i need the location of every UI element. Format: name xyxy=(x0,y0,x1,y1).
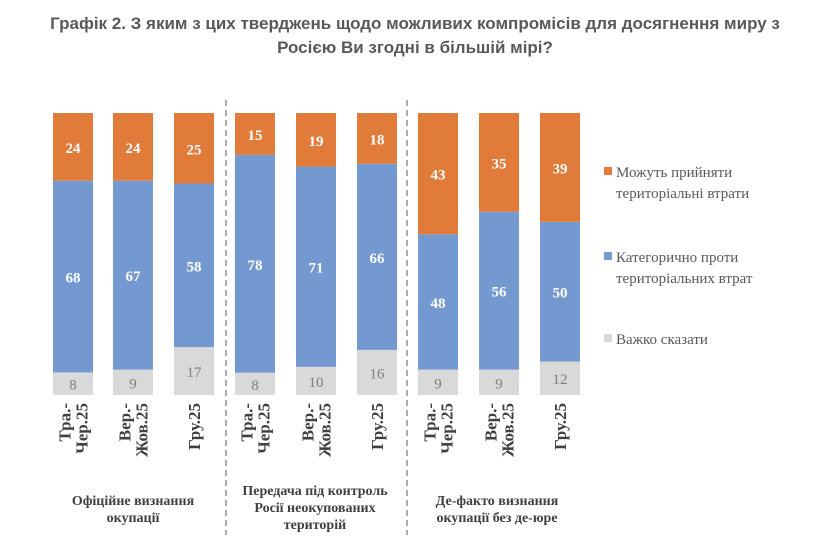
bar-segment xyxy=(418,369,458,395)
bar-segment xyxy=(357,113,397,164)
data-label: 24 xyxy=(66,141,82,157)
group-label: Передача під контроль xyxy=(242,484,388,499)
legend-swatch xyxy=(604,252,612,260)
x-tick-label: Гру.25 xyxy=(551,403,570,450)
data-label: 43 xyxy=(431,168,446,184)
data-label: 35 xyxy=(492,156,507,172)
x-tick-label-line: Чер.25 xyxy=(73,403,92,454)
data-label: 71 xyxy=(309,261,324,277)
data-label: 56 xyxy=(492,285,508,301)
data-label: 68 xyxy=(66,271,81,287)
group-label: територій xyxy=(284,518,346,533)
data-label: 48 xyxy=(431,296,446,312)
bar-segment xyxy=(296,366,336,395)
data-label: 9 xyxy=(434,376,442,392)
x-tick-label-line: Гру.25 xyxy=(185,403,204,450)
x-tick-label: Вер.-Жов.25 xyxy=(116,403,152,457)
data-label: 9 xyxy=(129,376,137,392)
bar-segment xyxy=(53,372,93,395)
bar-segment xyxy=(174,113,214,184)
x-tick-label: Тра.-Чер.25 xyxy=(421,403,457,454)
x-tick-label: Вер.-Жов.25 xyxy=(299,403,335,457)
x-tick-label-line: Вер.- xyxy=(299,403,318,442)
bar-segment xyxy=(357,163,397,350)
legend-label: Категорично проти xyxy=(616,250,738,266)
data-label: 66 xyxy=(370,251,386,267)
legend-swatch xyxy=(604,167,612,175)
bar-segment xyxy=(296,113,336,167)
data-label: 67 xyxy=(126,269,142,285)
data-label: 39 xyxy=(553,161,568,177)
bar-segment xyxy=(113,369,153,395)
bar-segment xyxy=(53,180,93,373)
data-label: 10 xyxy=(309,375,324,391)
legend-label: територіальних втрат xyxy=(616,271,753,287)
x-tick-label: Гру.25 xyxy=(185,403,204,450)
data-label: 19 xyxy=(309,134,324,150)
bar-segment xyxy=(540,361,580,395)
data-label: 50 xyxy=(553,286,568,302)
group-label: Де-факто визнання xyxy=(436,494,559,509)
x-tick-label-line: Чер.25 xyxy=(438,403,457,454)
data-label: 78 xyxy=(248,258,263,274)
bar-segment xyxy=(113,113,153,181)
chart-title-line: Графік 2. З яким з цих тверджень щодо мо… xyxy=(50,14,780,33)
bar-segment xyxy=(174,347,214,395)
x-tick-label: Вер.-Жов.25 xyxy=(482,403,518,457)
x-tick-label-line: Гру.25 xyxy=(368,403,387,450)
bar-segment xyxy=(235,372,275,395)
legend-label: Можуть прийняти xyxy=(616,165,732,181)
bar-segment xyxy=(235,113,275,155)
bar-segment xyxy=(540,221,580,362)
data-label: 18 xyxy=(370,132,385,148)
x-tick-label-line: Жов.25 xyxy=(499,403,518,457)
data-label: 17 xyxy=(187,365,203,381)
legend-label: територіальні втрати xyxy=(616,186,749,202)
x-tick-label-line: Жов.25 xyxy=(316,403,335,457)
bar-segment xyxy=(235,154,275,373)
data-label: 8 xyxy=(251,378,259,394)
bar-segment xyxy=(113,180,153,370)
data-label: 24 xyxy=(126,141,142,157)
bar-segment xyxy=(357,349,397,395)
x-tick-label-line: Чер.25 xyxy=(255,403,274,454)
group-label: Росії неокупованих xyxy=(254,501,375,516)
legend-swatch xyxy=(604,334,612,342)
data-label: 15 xyxy=(248,128,263,144)
data-label: 16 xyxy=(370,366,386,382)
chart-title: Графік 2. З яким з цих тверджень щодо мо… xyxy=(0,12,830,60)
x-tick-label: Тра.-Чер.25 xyxy=(56,403,92,454)
x-tick-label-line: Вер.- xyxy=(482,403,501,442)
x-tick-label-line: Гру.25 xyxy=(551,403,570,450)
data-label: 12 xyxy=(553,372,568,388)
x-tick-label-line: Тра.- xyxy=(56,403,75,442)
data-label: 8 xyxy=(69,378,77,394)
x-tick-label: Тра.-Чер.25 xyxy=(238,403,274,454)
group-label: окупації без де-юре xyxy=(436,511,557,526)
x-tick-label-line: Тра.- xyxy=(238,403,257,442)
data-label: 9 xyxy=(495,376,503,392)
bar-segment xyxy=(479,113,519,212)
legend-label: Важко сказати xyxy=(616,332,708,348)
data-label: 25 xyxy=(187,142,202,158)
bar-segment xyxy=(479,211,519,370)
x-tick-label-line: Вер.- xyxy=(116,403,135,442)
group-label: окупації xyxy=(107,511,160,526)
group-label: Офіційне визнання xyxy=(72,494,195,509)
bar-segment xyxy=(479,369,519,395)
bar-segment xyxy=(174,183,214,348)
bar-segment xyxy=(53,113,93,181)
bar-segment xyxy=(540,113,580,222)
x-tick-label-line: Жов.25 xyxy=(133,403,152,457)
chart-title-line: Росією Ви згодні в більшій мірі? xyxy=(277,38,553,57)
bar-segment xyxy=(418,113,458,235)
bar-segment xyxy=(296,166,336,367)
x-tick-label: Гру.25 xyxy=(368,403,387,450)
x-tick-label-line: Тра.- xyxy=(421,403,440,442)
data-label: 58 xyxy=(187,259,202,275)
bar-segment xyxy=(418,234,458,370)
